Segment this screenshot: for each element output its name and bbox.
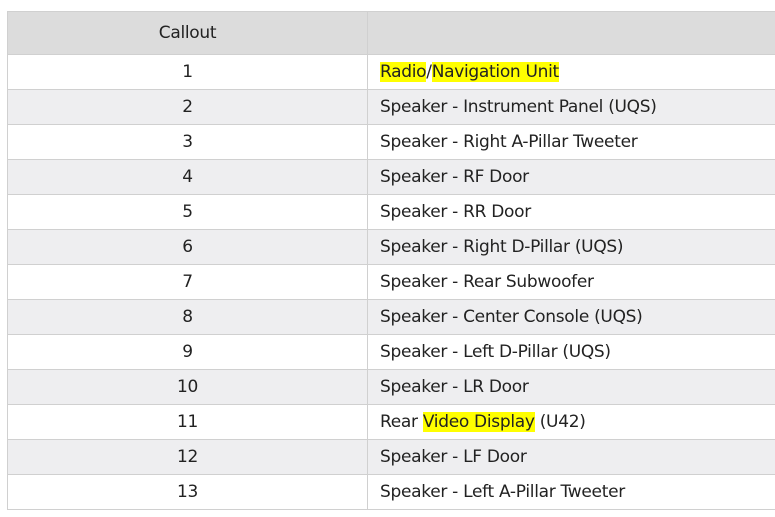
- callout-number: 10: [7, 369, 368, 405]
- table-row: 8 Speaker - Center Console (UQS): [7, 299, 775, 335]
- table-row: 13 Speaker - Left A-Pillar Tweeter: [7, 474, 775, 510]
- table-row: 12 Speaker - LF Door: [7, 439, 775, 475]
- callout-number: 9: [7, 334, 368, 370]
- description-text: /: [426, 62, 432, 82]
- table-row: 11 Rear Video Display (U42): [7, 404, 775, 440]
- callout-description: Radio/Navigation Unit: [367, 54, 775, 90]
- table-row: 5 Speaker - RR Door: [7, 194, 775, 230]
- table-row: 1 Radio/Navigation Unit: [7, 54, 775, 90]
- callout-description: Speaker - LF Door: [367, 439, 775, 475]
- description-text: Speaker - Center Console (UQS): [380, 307, 643, 327]
- callout-description: Speaker - Center Console (UQS): [367, 299, 775, 335]
- callout-description: Speaker - Rear Subwoofer: [367, 264, 775, 300]
- callout-number: 8: [7, 299, 368, 335]
- table-row: 2 Speaker - Instrument Panel (UQS): [7, 89, 775, 125]
- description-text: Speaker - Rear Subwoofer: [380, 272, 594, 292]
- table-header-row: Callout: [7, 11, 775, 55]
- callout-description: Speaker - Right D-Pillar (UQS): [367, 229, 775, 265]
- table-row: 9 Speaker - Left D-Pillar (UQS): [7, 334, 775, 370]
- highlighted-text: Navigation Unit: [431, 62, 559, 82]
- table-row: 10 Speaker - LR Door: [7, 369, 775, 405]
- description-text: Speaker - Right D-Pillar (UQS): [380, 237, 624, 257]
- description-text: (U42): [534, 412, 586, 432]
- callout-description: Speaker - Left D-Pillar (UQS): [367, 334, 775, 370]
- description-text: Speaker - Left D-Pillar (UQS): [380, 342, 611, 362]
- callout-number: 6: [7, 229, 368, 265]
- highlighted-text: Video Display: [422, 412, 535, 432]
- callout-number: 13: [7, 474, 368, 510]
- callout-number: 12: [7, 439, 368, 475]
- description-text: Speaker - RR Door: [380, 202, 531, 222]
- callout-number: 2: [7, 89, 368, 125]
- table-row: 4 Speaker - RF Door: [7, 159, 775, 195]
- callout-description: Rear Video Display (U42): [367, 404, 775, 440]
- callout-description: Speaker - RR Door: [367, 194, 775, 230]
- callout-description: Speaker - Right A-Pillar Tweeter: [367, 124, 775, 160]
- highlighted-text: Radio: [380, 62, 427, 82]
- header-callout: Callout: [7, 11, 368, 55]
- header-description: [367, 11, 775, 55]
- table-row: 7 Speaker - Rear Subwoofer: [7, 264, 775, 300]
- callout-number: 5: [7, 194, 368, 230]
- callout-number: 1: [7, 54, 368, 90]
- callout-number: 11: [7, 404, 368, 440]
- callout-description: Speaker - LR Door: [367, 369, 775, 405]
- description-text: Speaker - Left A-Pillar Tweeter: [380, 482, 625, 502]
- callout-description: Speaker - Left A-Pillar Tweeter: [367, 474, 775, 510]
- callout-number: 4: [7, 159, 368, 195]
- description-text: Speaker - Instrument Panel (UQS): [380, 97, 657, 117]
- table-row: 6 Speaker - Right D-Pillar (UQS): [7, 229, 775, 265]
- description-text: Speaker - LR Door: [380, 377, 529, 397]
- callout-description: Speaker - RF Door: [367, 159, 775, 195]
- description-text: Speaker - Right A-Pillar Tweeter: [380, 132, 638, 152]
- description-text: Speaker - LF Door: [380, 447, 527, 467]
- callout-number: 7: [7, 264, 368, 300]
- callout-description: Speaker - Instrument Panel (UQS): [367, 89, 775, 125]
- description-text: Rear: [380, 412, 423, 432]
- callout-number: 3: [7, 124, 368, 160]
- table-row: 3 Speaker - Right A-Pillar Tweeter: [7, 124, 775, 160]
- callout-table: Callout 1 Radio/Navigation Unit 2 Speaker -…: [7, 11, 775, 510]
- description-text: Speaker - RF Door: [380, 167, 529, 187]
